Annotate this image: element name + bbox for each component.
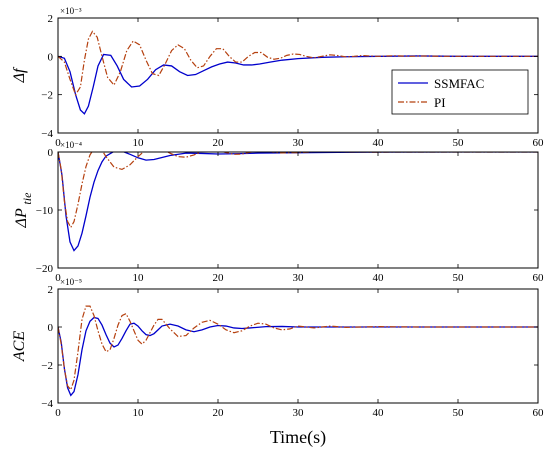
series-line-pi [58,30,538,97]
y-tick-label: 0 [48,147,54,159]
series-line-ssmfac [58,316,538,397]
x-tick-label: 10 [133,137,145,149]
x-tick-label: 40 [373,272,385,284]
y-exponent-label: ×10⁻⁵ [60,277,82,287]
x-tick-label: 30 [293,407,305,419]
series-line-ssmfac [58,152,538,252]
x-tick-label: 0 [55,407,61,419]
x-tick-label: 10 [133,407,145,419]
panel-2: 0 10 20 30 40 50 60−20−100×10⁻⁴ΔP tie [13,140,544,284]
x-tick-label: 30 [293,272,305,284]
legend-label-pi: PI [434,95,446,110]
x-tick-label: 60 [533,137,545,149]
series-line-pi [58,152,538,229]
y-exponent-label: ×10⁻⁴ [60,140,82,150]
x-tick-label: 20 [213,137,225,149]
y-tick-label: −2 [41,360,53,372]
y-exponent-label: ×10⁻³ [60,6,82,16]
x-tick-label: 40 [373,137,385,149]
x-tick-label: 60 [533,407,545,419]
x-tick-label: 20 [213,407,225,419]
x-tick-label: 50 [453,272,465,284]
panel-3: 0 10 20 30 40 50 60 −4 −2 0 2 ×10⁻⁵ ACE Time(s) [11,277,544,448]
axes-frame [57,288,539,404]
panel-1: 0 10 20 30 40 50 60 −4 −2 0 2 ×10⁻³ Δf SSMFAC PI [11,6,544,149]
y-tick-label: 0 [48,51,54,63]
x-tick-label: 50 [453,137,465,149]
legend: SSMFAC PI [391,69,529,115]
legend-label-ssmfac: SSMFAC [434,76,484,91]
y-axis-label: ACE [11,331,28,362]
axes-frame [57,151,539,269]
series-line-pi [58,305,538,391]
y-tick-label: 2 [48,284,54,296]
y-tick-label: −20 [36,263,54,275]
y-tick-label: −4 [41,128,53,140]
y-tick-label: 2 [48,13,54,25]
y-tick-label: 0 [48,322,54,334]
x-axis-label: Time(s) [270,427,326,448]
y-axis-label: Δf [11,66,28,83]
x-tick-label: 60 [533,272,545,284]
x-tick-label: 0 [55,137,61,149]
y-tick-label: −2 [41,90,53,102]
x-tick-label: 0 [55,272,61,284]
y-tick-label: −10 [36,205,54,217]
series-line-ssmfac [58,53,538,115]
x-tick-label: 20 [213,272,225,284]
y-axis-label: ΔP tie [13,192,34,229]
x-tick-label: 10 [133,272,145,284]
x-tick-label: 40 [373,407,385,419]
y-tick-label: −4 [41,398,53,410]
x-tick-label: 30 [293,137,305,149]
x-tick-label: 50 [453,407,465,419]
